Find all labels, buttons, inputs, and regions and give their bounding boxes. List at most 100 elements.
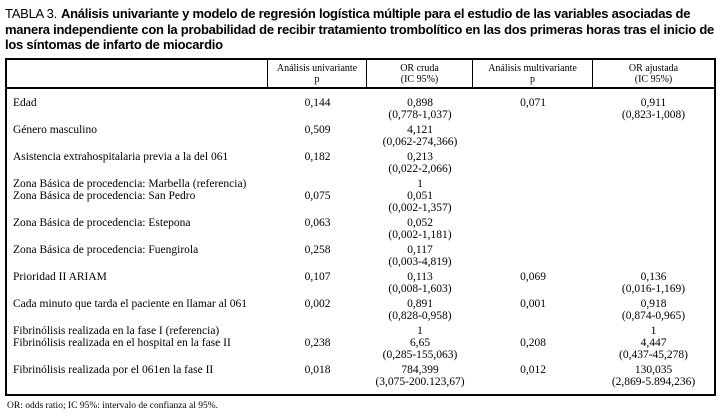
or-adjusted-cell: 1 — [593, 325, 714, 337]
or-crude-cell: 1 — [367, 178, 473, 190]
or-adjusted-cell — [593, 151, 714, 175]
p-univariate-value: 0,238 — [304, 336, 331, 349]
or-crude-value: 0,052 — [407, 216, 433, 229]
p-multivariate-value — [473, 325, 593, 337]
p-multivariate-value: 0,071 — [520, 96, 546, 109]
or-adjusted-ci: (0,874-0,965) — [621, 309, 686, 322]
table-footnote: OR: odds ratio; IC 95%: intervalo de con… — [7, 400, 219, 411]
row-label: Zona Básica de procedencia: Fuengirola — [13, 243, 199, 256]
row-label: Edad — [13, 96, 37, 109]
or-adjusted-cell — [593, 178, 714, 190]
or-adjusted-cell: 0,911 (0,823-1,008) — [593, 97, 714, 121]
table-title-text: Análisis univariante y modelo de regresi… — [5, 6, 715, 52]
row-label: Fibrinólisis realizada en la fase I (ref… — [13, 324, 220, 337]
table-row: Prioridad II ARIAM 0,107 0,113 (0,008-1,… — [7, 271, 714, 295]
header-cell-variable — [7, 59, 268, 87]
or-adjusted-value: 0,911 — [640, 96, 667, 109]
or-crude-value: 1 — [417, 177, 423, 190]
row-label: Prioridad II ARIAM — [13, 270, 107, 283]
header-cell-univariate-p: Análisis univariante p — [268, 59, 367, 87]
or-adjusted-ci: (0,823-1,008) — [621, 108, 686, 121]
header-line2: (IC 95%) — [634, 74, 673, 85]
row-label: Fibrinólisis realizada por el 061en la f… — [13, 363, 214, 376]
header-line1: OR ajustada — [628, 62, 679, 74]
p-univariate-value: 0,258 — [304, 243, 331, 256]
or-crude-ci: (0,828-0,958) — [388, 309, 452, 322]
header-cell-or-adjusted: OR ajustada (IC 95%) — [593, 60, 714, 87]
or-adjusted-value: 130,035 — [634, 363, 673, 376]
or-adjusted-cell — [593, 244, 714, 268]
header-cell-multivariate-p: Análisis multivariante p — [473, 59, 593, 87]
or-crude-ci: (0,022-2,066) — [388, 162, 452, 175]
or-crude-ci: (0,002-1,181) — [388, 228, 452, 241]
or-adjusted-cell — [593, 124, 714, 148]
table-row: Zona Básica de procedencia: Marbella (re… — [7, 178, 714, 190]
or-crude-cell: 1 — [367, 325, 473, 337]
or-crude-ci: (0,003-4,819) — [388, 255, 452, 268]
p-multivariate-value: 0,001 — [520, 297, 546, 310]
results-table: Análisis univariante p OR cruda (IC 95%)… — [5, 57, 716, 396]
or-crude-ci: (3,075-200.123,67) — [375, 375, 465, 388]
header-line2: p — [314, 74, 320, 85]
p-univariate-value: 0,018 — [304, 363, 331, 376]
or-crude-value: 0,113 — [407, 270, 433, 283]
p-multivariate-value — [473, 190, 593, 214]
or-crude-value: 6,65 — [409, 336, 431, 349]
table-row: Edad 0,144 0,898 (0,778-1,037) 0,071 0,9… — [7, 97, 714, 121]
or-crude-value: 4,121 — [407, 123, 433, 136]
or-crude-cell: 0,898 (0,778-1,037) — [367, 97, 473, 121]
or-adjusted-cell — [593, 217, 714, 241]
or-adjusted-value: 4,447 — [640, 336, 667, 349]
p-multivariate-value: 0,012 — [520, 363, 546, 376]
or-adjusted-ci: (2,869-5.894,236) — [611, 375, 696, 388]
or-crude-value: 784,399 — [401, 363, 439, 376]
or-crude-ci: (0,285-155,063) — [382, 348, 458, 361]
table-row: Cada minuto que tarda el paciente en lla… — [7, 298, 714, 322]
or-crude-ci: (0,062-274,366) — [382, 135, 458, 148]
p-univariate-value: 0,075 — [304, 189, 331, 202]
or-adjusted-cell: 0,918 (0,874-0,965) — [593, 298, 714, 322]
table-row: Fibrinólisis realizada por el 061en la f… — [7, 364, 714, 388]
table-row: Fibrinólisis realizada en el hospital en… — [7, 337, 714, 361]
p-univariate-value — [268, 178, 367, 190]
table-row: Género masculino 0,509 4,121 (0,062-274,… — [7, 124, 714, 148]
p-univariate-value — [268, 325, 367, 337]
or-crude-value: 0,898 — [407, 96, 433, 109]
header-line2: p — [530, 74, 535, 85]
or-crude-cell: 0,051 (0,002-1,357) — [367, 190, 473, 214]
or-adjusted-value: 0,918 — [640, 297, 667, 310]
or-crude-cell: 784,399 (3,075-200.123,67) — [367, 364, 473, 388]
or-crude-ci: (0,778-1,037) — [388, 108, 452, 121]
p-multivariate-value — [473, 124, 593, 148]
row-label: Asistencia extrahospitalaria previa a la… — [13, 150, 229, 163]
or-crude-value: 0,051 — [407, 189, 433, 202]
table-row: Zona Básica de procedencia: Fuengirola 0… — [7, 244, 714, 268]
p-univariate-value: 0,002 — [304, 297, 331, 310]
table-row: Asistencia extrahospitalaria previa a la… — [7, 151, 714, 175]
p-univariate-value: 0,144 — [304, 96, 331, 109]
row-label: Zona Básica de procedencia: Estepona — [13, 216, 191, 229]
or-crude-cell: 0,213 (0,022-2,066) — [367, 151, 473, 175]
header-cell-or-crude: OR cruda (IC 95%) — [367, 59, 473, 87]
p-univariate-value: 0,107 — [304, 270, 331, 283]
or-adjusted-ci: (0,016-1,169) — [621, 282, 686, 295]
or-crude-cell: 0,113 (0,008-1,603) — [367, 271, 473, 295]
or-adjusted-value: 1 — [650, 324, 657, 337]
header-line1: OR cruda — [400, 62, 439, 74]
or-crude-cell: 0,052 (0,002-1,181) — [367, 217, 473, 241]
p-multivariate-value — [473, 244, 593, 268]
or-adjusted-cell: 0,136 (0,016-1,169) — [593, 271, 714, 295]
table-number: TABLA 3. — [5, 6, 57, 21]
header-line1: Análisis univariante — [276, 62, 358, 74]
table-header-row: Análisis univariante p OR cruda (IC 95%)… — [7, 59, 714, 89]
row-label: Género masculino — [13, 123, 97, 136]
or-adjusted-cell — [593, 190, 714, 214]
row-label: Cada minuto que tarda el paciente en lla… — [13, 297, 248, 310]
row-label: Zona Básica de procedencia: Marbella (re… — [13, 177, 247, 190]
p-univariate-value: 0,063 — [304, 216, 331, 229]
p-multivariate-value: 0,208 — [520, 336, 546, 349]
row-label: Fibrinólisis realizada en el hospital en… — [13, 336, 231, 349]
table-row: Zona Básica de procedencia: San Pedro 0,… — [7, 190, 714, 214]
or-crude-value: 0,213 — [407, 150, 433, 163]
